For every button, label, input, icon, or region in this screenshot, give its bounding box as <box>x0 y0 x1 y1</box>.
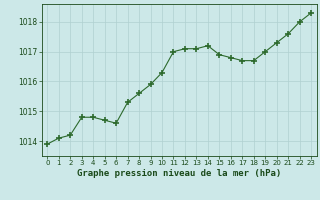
X-axis label: Graphe pression niveau de la mer (hPa): Graphe pression niveau de la mer (hPa) <box>77 169 281 178</box>
